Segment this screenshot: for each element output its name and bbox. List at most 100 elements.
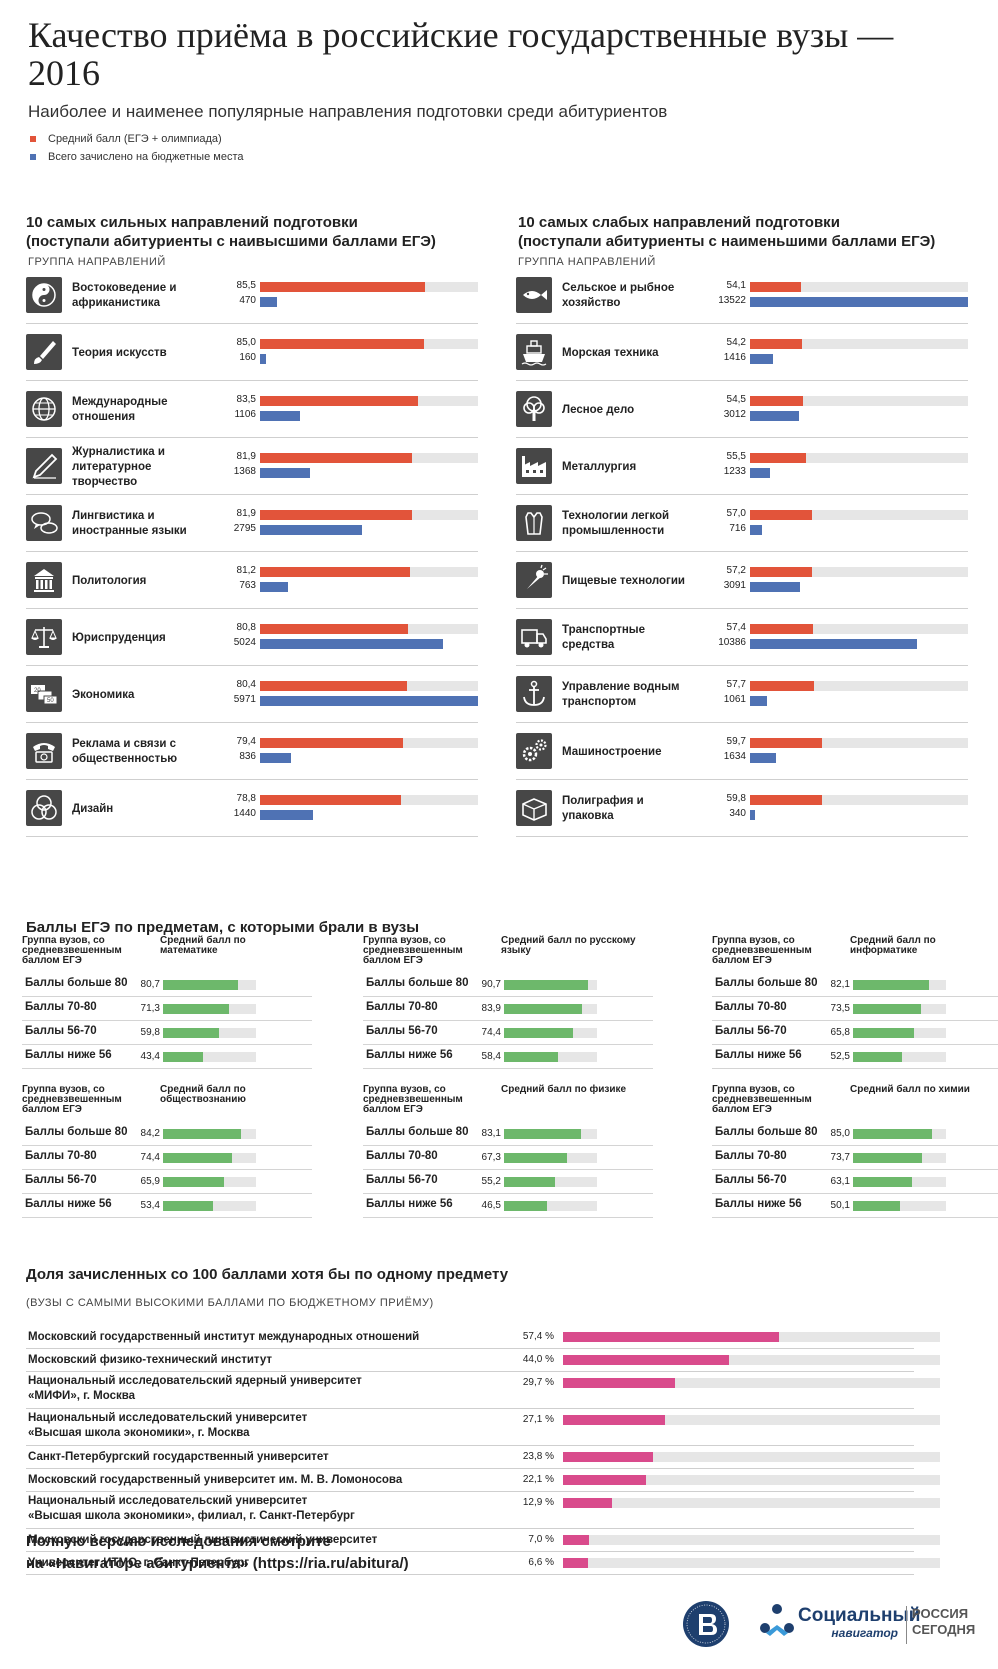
subject-row: Баллы 70-80 73,7 <box>712 1147 998 1170</box>
strong-score-value: 81,2 <box>236 565 256 576</box>
strong-enrolled-bar <box>260 354 266 364</box>
strong-row: Международные отношения 83,5 1106 <box>26 385 478 438</box>
strong-score-bar <box>260 738 404 748</box>
subject-row-bar <box>163 1177 225 1187</box>
strong-enrolled-bar <box>260 468 310 478</box>
legend-score-swatch <box>30 136 36 143</box>
weak-enrolled-value: 1634 <box>723 751 746 762</box>
university-share-value: 57,4 % <box>522 1331 554 1342</box>
weak-enrolled-bar <box>750 810 756 820</box>
university-share-bar <box>563 1558 588 1568</box>
strong-row: Юриспруденция 80,8 5024 <box>26 613 478 666</box>
weak-score-value: 57,4 <box>726 622 746 633</box>
universities-heading: Доля зачисленных со 100 баллами хотя бы … <box>26 1266 509 1283</box>
university-row: Санкт-Петербургский государственный унив… <box>26 1446 940 1469</box>
subject-row-label: Баллы 56-70 <box>25 1174 97 1186</box>
university-share-track <box>563 1475 940 1485</box>
subject-row-track <box>504 1201 597 1211</box>
weak-score-value: 54,2 <box>726 337 746 348</box>
weak-score-bar <box>750 339 802 349</box>
university-share-track <box>563 1535 940 1545</box>
subject-row-value: 67,3 <box>481 1152 501 1163</box>
subject-row-value: 43,4 <box>140 1051 160 1062</box>
subject-row-bar <box>504 1201 548 1211</box>
subject-name: Средний балл по физике <box>501 1084 627 1095</box>
weak-row: Сельское и рыбное хозяйство 54,1 13522 <box>516 271 968 324</box>
weak-enrolled-value: 3091 <box>723 580 746 591</box>
weak-category-label: Машиностроение <box>562 745 662 758</box>
weak-row: Транспортные средства 57,4 10386 <box>516 613 968 666</box>
weak-enrolled-value: 13522 <box>718 295 746 306</box>
telephone-icon <box>26 733 62 769</box>
subject-row-label: Баллы ниже 56 <box>25 1049 112 1061</box>
weak-score-track <box>750 795 968 805</box>
ship-icon <box>516 334 552 370</box>
weak-score-value: 59,7 <box>726 736 746 747</box>
weak-row: Технологии легкой промышленности 57,0 716 <box>516 499 968 552</box>
weak-enrolled-track <box>750 582 968 592</box>
subject-row-track <box>853 1028 946 1038</box>
strong-score-track <box>260 282 478 292</box>
strong-score-value: 80,4 <box>236 679 256 690</box>
strong-enrolled-bar <box>260 582 288 592</box>
subject-row-track <box>163 1129 256 1139</box>
subject-row-track <box>504 1177 597 1187</box>
university-share-track <box>563 1378 940 1388</box>
subject-row: Баллы 70-80 73,5 <box>712 998 998 1021</box>
university-name: Национальный исследовательский ядерный у… <box>28 1375 362 1402</box>
strong-row: Теория искусств 85,0 160 <box>26 328 478 381</box>
subject-group-header: Группа вузов, со средневзвешенным баллом… <box>22 1084 122 1115</box>
weak-score-track <box>750 453 968 463</box>
subject-row-value: 46,5 <box>481 1200 501 1211</box>
weak-category-label: Лесное дело <box>562 403 635 416</box>
strong-enrolled-value: 2795 <box>233 523 256 534</box>
subject-row-value: 71,3 <box>140 1003 160 1014</box>
subject-row-value: 73,7 <box>830 1152 850 1163</box>
strong-score-value: 85,0 <box>236 337 256 348</box>
strong-category-label: Политология <box>72 574 147 587</box>
subject-row-track <box>163 1028 256 1038</box>
strong-heading: 10 самых сильных направлений подготовки … <box>26 214 436 250</box>
weak-category-label: Транспортные средства <box>562 624 645 651</box>
strong-enrolled-track <box>260 696 478 706</box>
university-row: Национальный исследовательский университ… <box>26 1492 940 1529</box>
strong-enrolled-bar <box>260 525 363 535</box>
weak-score-track <box>750 681 968 691</box>
weak-enrolled-track <box>750 468 968 478</box>
subject-row-bar <box>853 1201 900 1211</box>
subject-row-track <box>163 1153 256 1163</box>
strong-row: Лингвистика и иностранные языки 81,9 2795 <box>26 499 478 552</box>
subject-row-bar <box>504 980 589 990</box>
strong-enrolled-value: 763 <box>239 580 256 591</box>
strong-enrolled-value: 1106 <box>234 409 256 420</box>
weak-enrolled-track <box>750 639 968 649</box>
weak-category-label: Технологии легкой промышленности <box>562 510 670 537</box>
weak-enrolled-track <box>750 753 968 763</box>
weak-enrolled-bar <box>750 696 768 706</box>
strong-score-value: 81,9 <box>236 508 256 519</box>
weak-enrolled-value: 340 <box>729 808 746 819</box>
social-navigator-word1: Социальный <box>798 1605 921 1626</box>
subject-row-track <box>853 1201 946 1211</box>
strong-score-value: 79,4 <box>236 736 256 747</box>
columns-icon <box>26 562 62 598</box>
strong-enrolled-bar <box>260 696 478 706</box>
circles-icon <box>26 790 62 826</box>
subject-block: Группа вузов, со средневзвешенным баллом… <box>22 936 312 1076</box>
subject-row-bar <box>853 1129 933 1139</box>
subject-row-bar <box>853 1177 912 1187</box>
hse-logo <box>682 1600 730 1648</box>
university-row: Московский государственный институт межд… <box>26 1326 940 1349</box>
weak-enrolled-bar <box>750 639 918 649</box>
weak-enrolled-track <box>750 810 968 820</box>
strong-score-bar <box>260 567 410 577</box>
subject-row-bar <box>853 1153 922 1163</box>
weak-enrolled-value: 1233 <box>723 466 746 477</box>
university-share-bar <box>563 1415 666 1425</box>
strong-group-label: ГРУППА НАПРАВЛЕНИЙ <box>28 256 166 268</box>
subject-block: Группа вузов, со средневзвешенным баллом… <box>712 936 998 1076</box>
shirt-icon <box>516 505 552 541</box>
subject-row-track <box>504 1129 597 1139</box>
subject-group-header: Группа вузов, со средневзвешенным баллом… <box>22 935 122 966</box>
strong-score-track <box>260 795 478 805</box>
